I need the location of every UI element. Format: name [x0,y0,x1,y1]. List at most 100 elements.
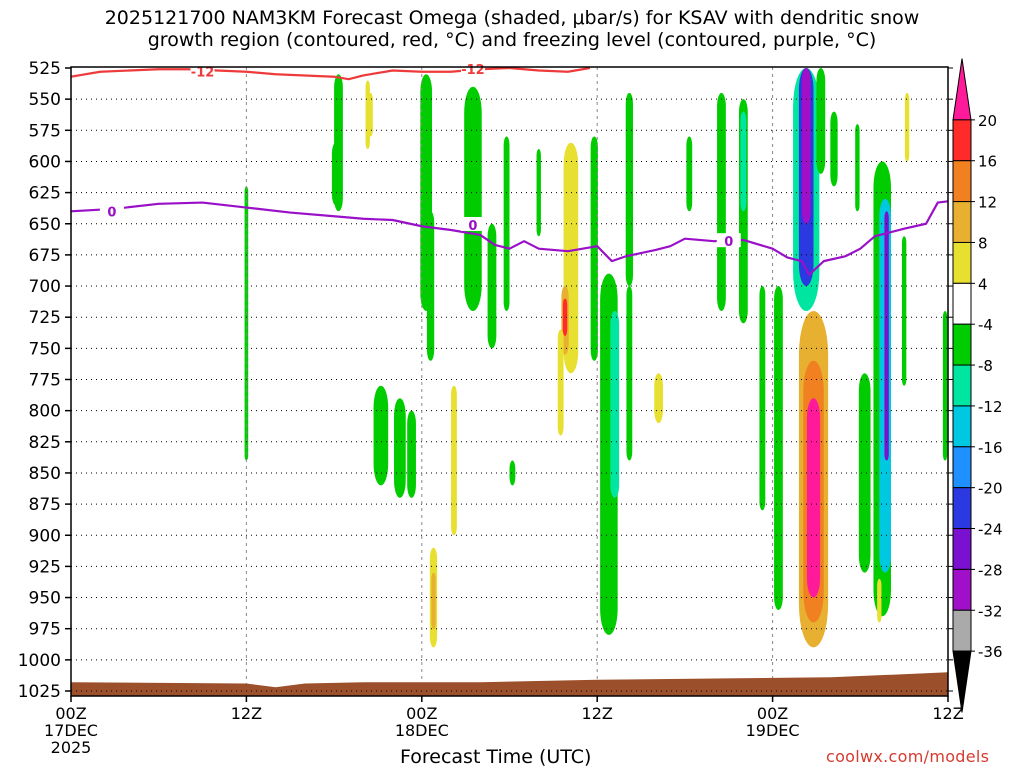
omega-cell-37 [816,68,826,174]
colorbar-label: -32 [978,602,1003,620]
omega-cell-17 [536,148,541,237]
x-tick-label: 12Z [231,704,262,723]
omega-cell-4 [368,92,373,137]
y-tick-label: 600 [29,152,61,172]
y-tick-label: 825 [29,433,61,453]
omega-cell-28 [686,136,693,212]
omega-cell-47 [877,578,882,623]
y-tick-label: 775 [29,371,61,391]
freezing-label-2: 0 [724,235,733,250]
y-tick-label: 800 [29,402,61,422]
freezing-label-0-bg [99,203,124,218]
y-tick-label: 525 [29,59,61,79]
y-tick-label: 575 [29,121,61,141]
x-axis-label: Forecast Time (UTC) [400,746,592,768]
omega-cell-2 [331,142,340,206]
surface-terrain [71,672,948,696]
omega-cell-33 [774,286,783,611]
colorbar-bin [952,528,972,570]
omega-cell-7 [407,410,416,498]
colorbar-bin [952,609,972,652]
omega-cell-41 [806,398,821,598]
omega-cell-11 [431,572,436,629]
omega-cell-36 [801,68,811,224]
dendritic-contour-minus12 [70,66,591,81]
omega-cell-13 [464,86,482,311]
freezing-label-0: 0 [107,205,116,220]
x-tick-date-label: 18DEC [395,721,449,740]
x-tick-label: 00Z [406,704,437,723]
colorbar-bin [952,201,972,243]
y-tick-label: 875 [29,495,61,515]
omega-cell-50 [942,310,948,461]
colorbar-bin [952,446,972,489]
colorbar-bin [952,405,972,448]
colorbar-bin [952,160,972,203]
omega-cell-21 [557,329,564,436]
omega-cell-43 [858,373,871,573]
x-tick-date-label: 17DEC [44,721,98,740]
dendritic-label-1: -12 [461,63,485,78]
omega-cell-32 [759,286,766,511]
omega-shading-layer [244,68,948,648]
colorbar-label: -28 [978,561,1003,579]
freezing-level-contour [70,200,949,276]
y-tick-label: 700 [29,277,61,297]
colorbar-label: -24 [978,521,1003,539]
y-tick-label: 550 [29,90,61,110]
y-tick-label: 625 [29,184,61,204]
x-tick-label: 00Z [757,704,788,723]
omega-cell-9 [426,211,435,361]
freezing-label-1-bg [460,216,485,231]
y-tick-label: 725 [29,308,61,328]
omega-cell-42 [855,124,860,212]
y-tick-label: 925 [29,557,61,577]
colorbar-bin [952,323,972,366]
omega-cell-46 [884,211,889,461]
y-tick-label: 1025 [18,682,61,702]
colorbar-bin [952,119,972,162]
omega-cell-27 [654,373,663,424]
omega-cell-24 [610,310,620,498]
x-tick-label: 00Z [55,704,86,723]
chart-title-line-1: 2025121700 NAM3KM Forecast Omega (shaded… [104,7,920,29]
dendritic-label-1-bg [460,61,485,76]
x-tick-label: 12Z [932,704,963,723]
y-tick-label: 650 [29,215,61,235]
y-tick-label: 675 [29,246,61,266]
omega-cell-29 [717,92,726,311]
omega-cell-31 [740,111,747,212]
colorbar-label: 20 [978,112,997,130]
credit-text: coolwx.com/models [826,747,990,766]
colorbar-label: -8 [978,357,993,375]
colorbar-label: -4 [978,316,993,334]
chart-title-line-2: growth region (contoured, red, °C) and f… [147,29,877,51]
colorbar-label: 12 [978,194,997,212]
colorbar-label: -20 [978,480,1003,498]
y-tick-label: 1000 [18,651,61,671]
y-tick-label: 950 [29,589,61,609]
dendritic-label-0: -12 [191,66,215,81]
y-tick-label: 900 [29,526,61,546]
x-tick-date-label: 19DEC [746,721,800,740]
freezing-label-1: 0 [468,219,477,234]
y-tick-label: 975 [29,620,61,640]
freezing-label-2-bg [716,233,741,248]
colorbar-bin [952,568,972,611]
omega-cell-26 [626,286,633,461]
colorbar-arrow-top [952,58,972,121]
colorbar-label: 4 [978,275,988,293]
y-tick-label: 850 [29,464,61,484]
omega-cell-25 [625,92,634,287]
colorbar-bin [952,282,972,325]
colorbar-label: 8 [978,234,988,252]
colorbar-label: -36 [978,643,1003,661]
colorbar-bin [952,487,972,530]
omega-cell-0 [244,186,249,461]
omega-cell-6 [394,398,406,498]
omega-cell-12 [451,385,457,536]
omega-cell-5 [373,385,389,486]
colorbar-label: 16 [978,153,997,171]
colorbar-bin [952,364,972,407]
